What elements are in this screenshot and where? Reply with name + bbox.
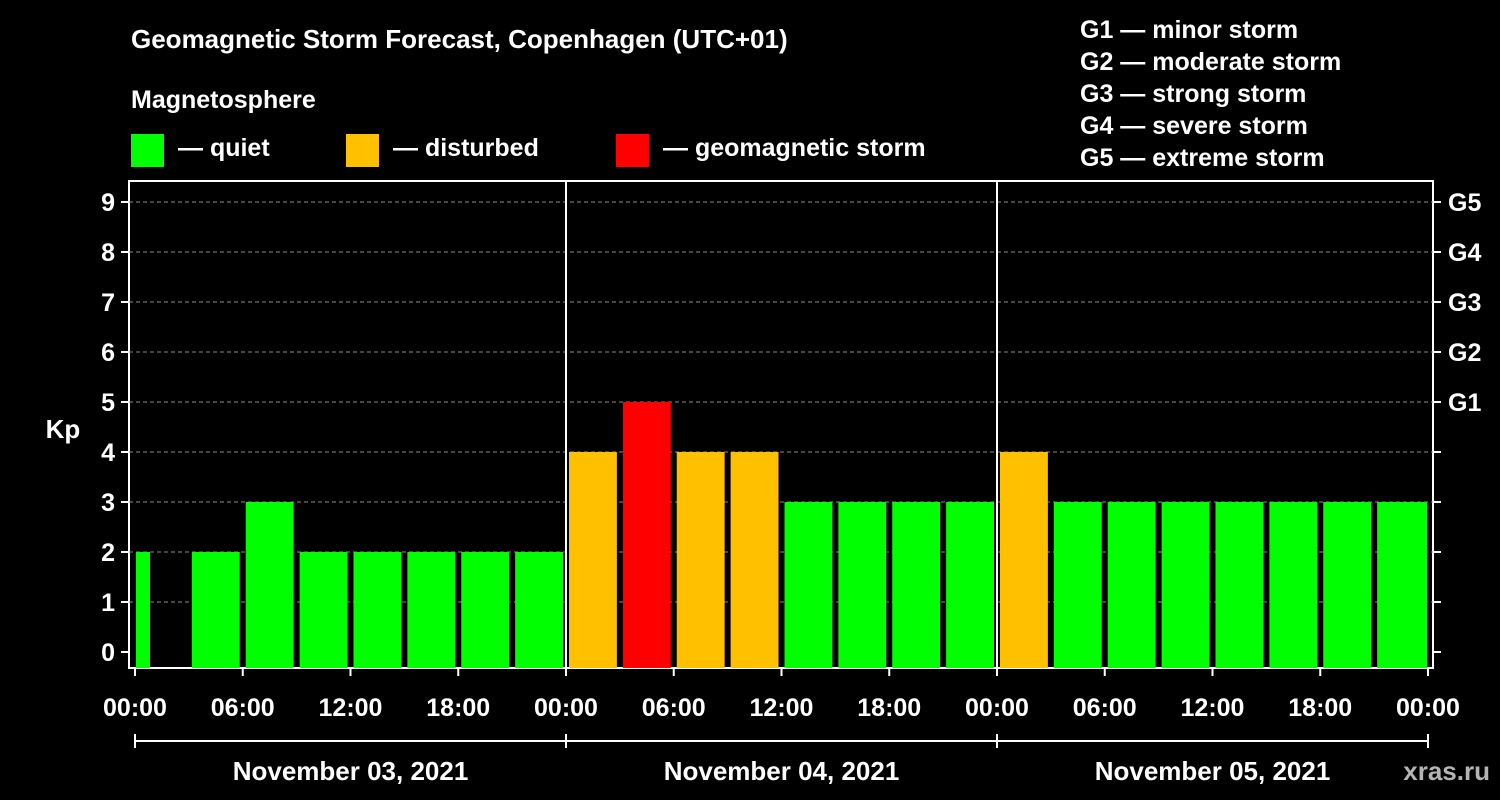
bar-21 <box>1269 502 1318 668</box>
day-label-0: November 03, 2021 <box>233 756 469 786</box>
y-tick-label-7: 7 <box>101 289 115 317</box>
day-label-1: November 04, 2021 <box>664 756 900 786</box>
bar-11 <box>730 452 779 668</box>
bar-19 <box>1161 502 1210 668</box>
g-scale-g5: G5 — extreme storm <box>1080 144 1325 172</box>
legend-swatch-disturbed <box>346 134 379 167</box>
y-tick-label-0: 0 <box>101 639 115 667</box>
x-tick-label-5: 06:00 <box>642 694 706 722</box>
g-scale-g3: G3 — strong storm <box>1080 80 1307 108</box>
bar-15 <box>946 502 994 668</box>
bar-7 <box>515 552 563 668</box>
x-tick-label-4: 00:00 <box>534 694 598 722</box>
bar-23 <box>1377 502 1427 668</box>
bar-13 <box>838 502 887 668</box>
x-tick-label-8: 00:00 <box>965 694 1029 722</box>
x-tick-label-12: 00:00 <box>1396 694 1460 722</box>
y-tick-label-8: 8 <box>101 239 115 267</box>
legend-label-disturbed: — disturbed <box>393 134 539 162</box>
right-label-g5: G5 <box>1448 189 1481 217</box>
right-label-g1: G1 <box>1448 389 1481 417</box>
g-scale-g2: G2 — moderate storm <box>1080 48 1342 76</box>
bar-22 <box>1323 502 1372 668</box>
y-tick-label-1: 1 <box>101 589 115 617</box>
bar-17 <box>1053 502 1102 668</box>
y-axis-label: Kp <box>46 414 81 444</box>
x-tick-label-1: 06:00 <box>211 694 275 722</box>
x-tick-label-3: 18:00 <box>426 694 490 722</box>
watermark: xras.ru <box>1403 756 1490 786</box>
bar-18 <box>1107 502 1156 668</box>
y-tick-label-2: 2 <box>101 539 115 567</box>
bar-3 <box>299 552 348 668</box>
x-tick-label-9: 06:00 <box>1073 694 1137 722</box>
day-label-2: November 05, 2021 <box>1095 756 1331 786</box>
bar-9 <box>622 402 671 668</box>
legend-label-storm: — geomagnetic storm <box>663 134 926 162</box>
bar-0 <box>136 552 150 668</box>
bar-10 <box>676 452 725 668</box>
y-tick-label-9: 9 <box>101 189 115 217</box>
bar-12 <box>784 502 833 668</box>
right-label-g4: G4 <box>1448 239 1481 267</box>
legend-heading: Magnetosphere <box>131 86 316 114</box>
bar-4 <box>353 552 402 668</box>
legend-label-quiet: — quiet <box>178 134 270 162</box>
bar-6 <box>461 552 510 668</box>
legend-swatch-quiet <box>131 134 164 167</box>
right-label-g3: G3 <box>1448 289 1481 317</box>
y-tick-label-4: 4 <box>101 439 115 467</box>
right-label-g2: G2 <box>1448 339 1481 367</box>
x-tick-label-7: 18:00 <box>857 694 921 722</box>
bar-2 <box>245 502 294 668</box>
x-tick-label-2: 12:00 <box>319 694 383 722</box>
legend-swatch-storm <box>616 134 649 167</box>
bar-16 <box>1000 452 1048 668</box>
g-scale-g1: G1 — minor storm <box>1080 16 1299 44</box>
y-tick-label-6: 6 <box>101 339 115 367</box>
g-scale-g4: G4 — severe storm <box>1080 112 1308 140</box>
bar-20 <box>1215 502 1264 668</box>
bar-5 <box>407 552 456 668</box>
x-tick-label-11: 18:00 <box>1288 694 1352 722</box>
chart-title: Geomagnetic Storm Forecast, Copenhagen (… <box>131 24 788 54</box>
y-tick-label-3: 3 <box>101 489 115 517</box>
bar-14 <box>892 502 941 668</box>
x-tick-label-10: 12:00 <box>1181 694 1245 722</box>
y-tick-label-5: 5 <box>101 389 115 417</box>
x-tick-label-6: 12:00 <box>750 694 814 722</box>
x-tick-label-0: 00:00 <box>103 694 167 722</box>
bar-1 <box>191 552 240 668</box>
bar-8 <box>569 452 617 668</box>
